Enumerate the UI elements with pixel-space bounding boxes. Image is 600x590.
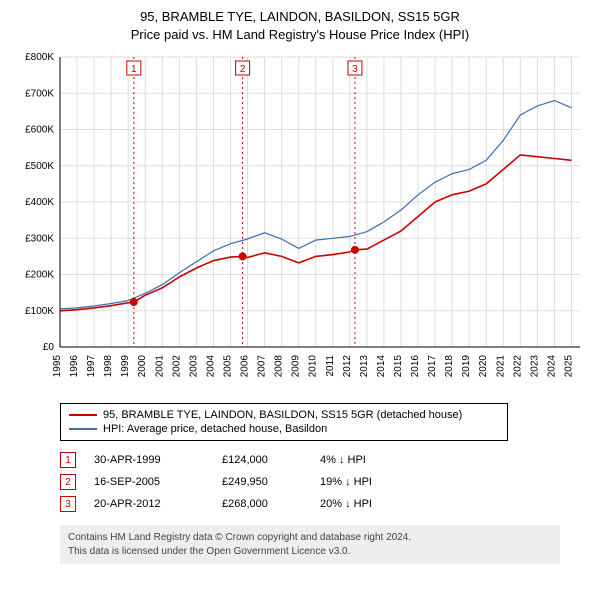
legend-row-1: 95, BRAMBLE TYE, LAINDON, BASILDON, SS15…	[69, 408, 499, 422]
footer-line-1: Contains HM Land Registry data © Crown c…	[68, 531, 552, 545]
cell-date: 20-APR-2012	[94, 498, 204, 510]
transactions-table: 1 30-APR-1999 £124,000 4% ↓ HPI 2 16-SEP…	[60, 449, 590, 515]
svg-text:2017: 2017	[427, 355, 438, 378]
svg-text:2000: 2000	[137, 355, 148, 378]
svg-text:2009: 2009	[291, 355, 302, 378]
svg-text:2024: 2024	[546, 355, 557, 378]
legend-label-2: HPI: Average price, detached house, Basi…	[103, 423, 327, 435]
svg-text:2018: 2018	[444, 355, 455, 378]
chart-title: 95, BRAMBLE TYE, LAINDON, BASILDON, SS15…	[10, 8, 590, 43]
svg-text:£500K: £500K	[25, 161, 54, 172]
svg-text:2020: 2020	[478, 355, 489, 378]
svg-text:2010: 2010	[308, 355, 319, 378]
cell-diff: 4% ↓ HPI	[320, 454, 410, 466]
title-line-1: 95, BRAMBLE TYE, LAINDON, BASILDON, SS15…	[10, 8, 590, 26]
chart-container: 95, BRAMBLE TYE, LAINDON, BASILDON, SS15…	[0, 0, 600, 574]
table-row: 1 30-APR-1999 £124,000 4% ↓ HPI	[60, 449, 590, 471]
marker-box-2: 2	[60, 474, 76, 490]
svg-text:1999: 1999	[120, 355, 131, 378]
legend-swatch-2	[69, 428, 97, 430]
legend-row-2: HPI: Average price, detached house, Basi…	[69, 422, 499, 436]
svg-text:2004: 2004	[205, 355, 216, 378]
chart-area: £0 £100K £200K £300K £400K £500K £600K £700K £80…	[10, 47, 590, 397]
svg-text:£800K: £800K	[25, 52, 54, 63]
svg-text:2021: 2021	[495, 355, 506, 378]
svg-text:2023: 2023	[529, 355, 540, 378]
marker-box-3: 3	[60, 496, 76, 512]
cell-date: 16-SEP-2005	[94, 476, 204, 488]
svg-text:2016: 2016	[410, 355, 421, 378]
svg-text:1997: 1997	[86, 355, 97, 378]
legend-box: 95, BRAMBLE TYE, LAINDON, BASILDON, SS15…	[60, 403, 508, 441]
svg-text:1998: 1998	[103, 355, 114, 378]
svg-text:3: 3	[352, 64, 358, 75]
footer-line-2: This data is licensed under the Open Gov…	[68, 545, 552, 559]
svg-text:2005: 2005	[222, 355, 233, 378]
cell-diff: 19% ↓ HPI	[320, 476, 410, 488]
cell-price: £268,000	[222, 498, 302, 510]
table-row: 3 20-APR-2012 £268,000 20% ↓ HPI	[60, 493, 590, 515]
svg-text:1: 1	[131, 64, 137, 75]
svg-text:2: 2	[240, 64, 246, 75]
svg-text:1996: 1996	[69, 355, 80, 378]
svg-text:2014: 2014	[376, 355, 387, 378]
svg-text:2006: 2006	[240, 355, 251, 378]
cell-diff: 20% ↓ HPI	[320, 498, 410, 510]
svg-text:2007: 2007	[257, 355, 268, 378]
svg-text:2003: 2003	[188, 355, 199, 378]
chart-svg: £0 £100K £200K £300K £400K £500K £600K £700K £80…	[10, 47, 590, 397]
marker-box-1: 1	[60, 452, 76, 468]
svg-text:2001: 2001	[154, 355, 165, 378]
legend-swatch-1	[69, 414, 97, 416]
cell-date: 30-APR-1999	[94, 454, 204, 466]
svg-text:2025: 2025	[563, 355, 574, 378]
svg-text:£200K: £200K	[25, 270, 54, 281]
cell-price: £249,950	[222, 476, 302, 488]
svg-text:2015: 2015	[393, 355, 404, 378]
svg-text:2019: 2019	[461, 355, 472, 378]
svg-text:£0: £0	[43, 342, 55, 353]
title-line-2: Price paid vs. HM Land Registry's House …	[10, 26, 590, 44]
svg-text:£600K: £600K	[25, 125, 54, 136]
svg-text:£100K: £100K	[25, 306, 54, 317]
svg-text:2002: 2002	[171, 355, 182, 378]
svg-text:2022: 2022	[512, 355, 523, 378]
svg-text:2011: 2011	[325, 355, 336, 377]
svg-text:2012: 2012	[342, 355, 353, 378]
footer-attribution: Contains HM Land Registry data © Crown c…	[60, 525, 560, 564]
cell-price: £124,000	[222, 454, 302, 466]
svg-text:£700K: £700K	[25, 88, 54, 99]
svg-text:£300K: £300K	[25, 233, 54, 244]
table-row: 2 16-SEP-2005 £249,950 19% ↓ HPI	[60, 471, 590, 493]
svg-text:2013: 2013	[359, 355, 370, 378]
svg-text:£400K: £400K	[25, 197, 54, 208]
svg-text:1995: 1995	[52, 355, 63, 378]
legend-label-1: 95, BRAMBLE TYE, LAINDON, BASILDON, SS15…	[103, 409, 462, 421]
svg-text:2008: 2008	[274, 355, 285, 378]
